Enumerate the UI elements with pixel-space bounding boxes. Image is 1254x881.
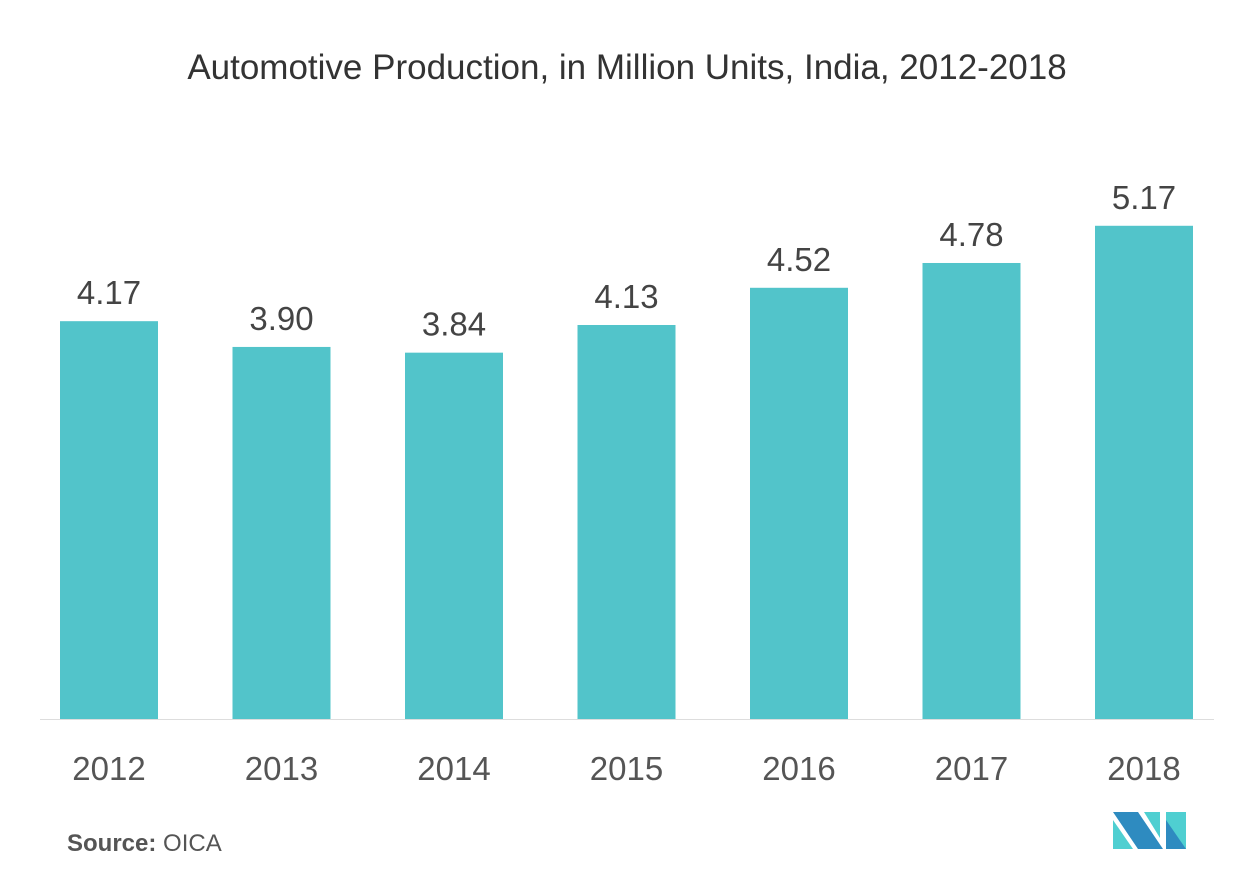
bar-2014 (405, 352, 503, 719)
x-tick-label-2013: 2013 (245, 750, 318, 787)
x-tick-label-2016: 2016 (762, 750, 835, 787)
x-tick-label-2018: 2018 (1107, 750, 1180, 787)
bar-2013 (232, 346, 331, 719)
data-label-2014: 3.84 (422, 306, 486, 343)
source-note: Source: OICA (67, 830, 222, 858)
bar-2015 (577, 324, 676, 719)
data-label-2013: 3.90 (249, 300, 313, 337)
data-label-2015: 4.13 (594, 278, 658, 315)
bar-2012 (60, 321, 158, 719)
x-tick-label-2017: 2017 (935, 750, 1008, 787)
bar-2016 (750, 287, 848, 719)
chart-title: Automotive Production, in Million Units,… (187, 48, 1067, 87)
data-label-2012: 4.17 (77, 274, 141, 311)
bar-2017 (922, 262, 1021, 719)
data-label-2018: 5.17 (1112, 179, 1176, 216)
source-label: Source: (67, 830, 157, 857)
data-label-2016: 4.52 (767, 241, 831, 278)
data-label-2017: 4.78 (939, 216, 1003, 253)
source-value: OICA (163, 830, 222, 857)
logo-icon (1113, 812, 1186, 849)
x-tick-label-2014: 2014 (417, 750, 490, 787)
x-tick-label-2015: 2015 (590, 750, 663, 787)
x-tick-label-2012: 2012 (72, 750, 145, 787)
bar-2018 (1095, 225, 1193, 720)
